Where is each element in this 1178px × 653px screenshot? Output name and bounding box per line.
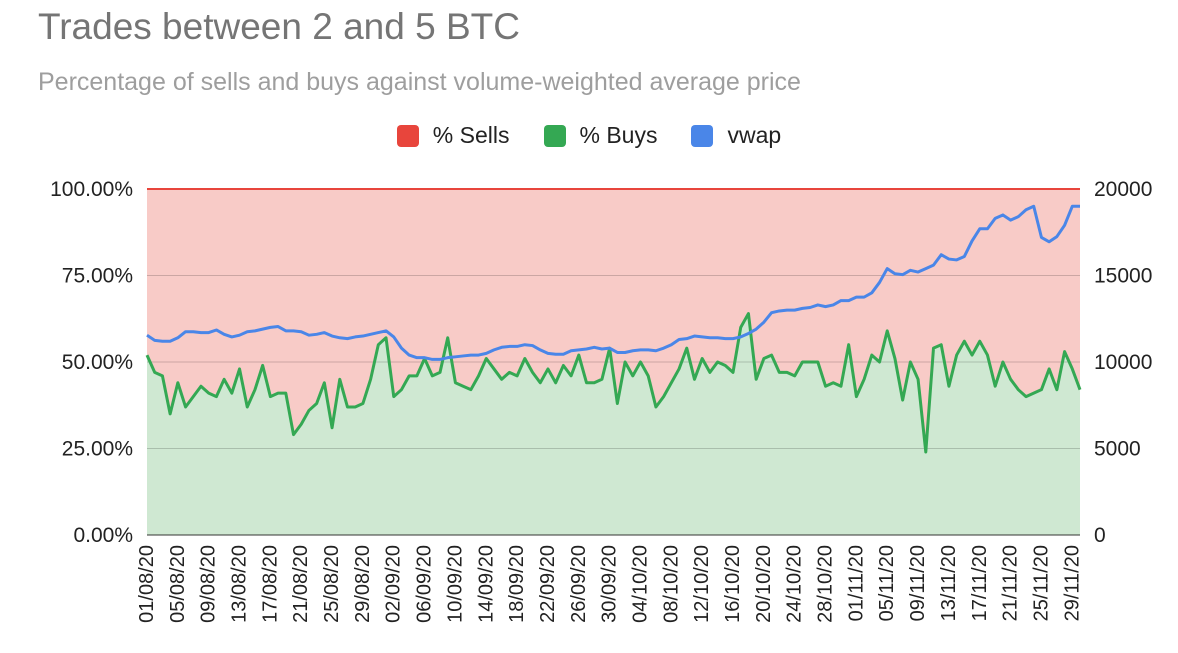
x-tick-label: 01/11/20: [845, 545, 867, 621]
right-tick-label: 0: [1094, 524, 1106, 547]
legend-item-sells[interactable]: % Sells: [396, 122, 510, 149]
x-tick-label: 02/09/20: [383, 545, 405, 623]
x-tick-label: 28/10/20: [815, 545, 837, 623]
x-tick-label: 14/09/20: [475, 545, 497, 623]
x-tick-label: 09/08/20: [198, 545, 220, 623]
x-tick-label: 20/10/20: [753, 545, 775, 623]
left-tick-label: 75.00%: [62, 265, 133, 288]
chart-subtitle: Percentage of sells and buys against vol…: [38, 68, 801, 96]
left-tick-label: 50.00%: [62, 351, 133, 374]
buys-line: [145, 312, 1082, 454]
x-tick-label: 04/10/20: [629, 545, 651, 623]
right-tick-label: 10000: [1094, 351, 1152, 374]
x-tick-label: 22/09/20: [537, 545, 559, 623]
x-tick-label: 17/11/20: [969, 545, 991, 621]
legend: % Sells % Buys vwap: [0, 122, 1178, 149]
x-tick-label: 13/08/20: [229, 545, 251, 623]
right-tick-label: 20000: [1094, 178, 1152, 201]
legend-swatch-vwap: [691, 124, 714, 147]
x-tick-label: 21/11/20: [1000, 545, 1022, 621]
x-tick-label: 29/08/20: [352, 545, 374, 623]
x-tick-label: 06/09/20: [414, 545, 436, 623]
chart-title: Trades between 2 and 5 BTC: [38, 6, 520, 47]
x-tick-label: 24/10/20: [784, 545, 806, 623]
right-tick-label: 15000: [1094, 265, 1152, 288]
legend-swatch-buys: [543, 124, 566, 147]
x-tick-label: 12/10/20: [691, 545, 713, 623]
legend-item-vwap[interactable]: vwap: [691, 122, 781, 149]
sells-area: [147, 189, 1080, 452]
buys-area: [147, 313, 1080, 535]
x-tick-label: 13/11/20: [938, 545, 960, 621]
right-tick-label: 5000: [1094, 438, 1141, 461]
x-tick-label: 25/08/20: [321, 545, 343, 623]
vwap-line: [146, 204, 1080, 361]
legend-swatch-sells: [396, 124, 419, 147]
x-tick-label: 29/11/20: [1061, 545, 1083, 621]
x-tick-label: 17/08/20: [259, 545, 281, 623]
x-tick-label: 25/11/20: [1030, 545, 1052, 621]
left-tick-label: 25.00%: [62, 438, 133, 461]
x-tick-label: 16/10/20: [722, 545, 744, 623]
left-tick-label: 100.00%: [50, 178, 133, 201]
x-tick-label: 10/09/20: [444, 545, 466, 623]
x-tick-label: 05/08/20: [167, 545, 189, 623]
x-tick-label: 21/08/20: [290, 545, 312, 623]
legend-label-sells: % Sells: [432, 122, 510, 148]
legend-label-vwap: vwap: [727, 122, 782, 148]
x-tick-label: 26/09/20: [568, 545, 590, 623]
left-tick-label: 0.00%: [73, 524, 133, 547]
legend-item-buys[interactable]: % Buys: [543, 122, 658, 149]
x-tick-label: 30/09/20: [599, 545, 621, 623]
x-tick-label: 01/08/20: [136, 545, 158, 623]
x-tick-label: 08/10/20: [660, 545, 682, 623]
x-tick-label: 18/09/20: [506, 545, 528, 623]
x-tick-label: 09/11/20: [907, 545, 929, 621]
legend-label-buys: % Buys: [579, 122, 658, 148]
x-tick-label: 05/11/20: [876, 545, 898, 621]
